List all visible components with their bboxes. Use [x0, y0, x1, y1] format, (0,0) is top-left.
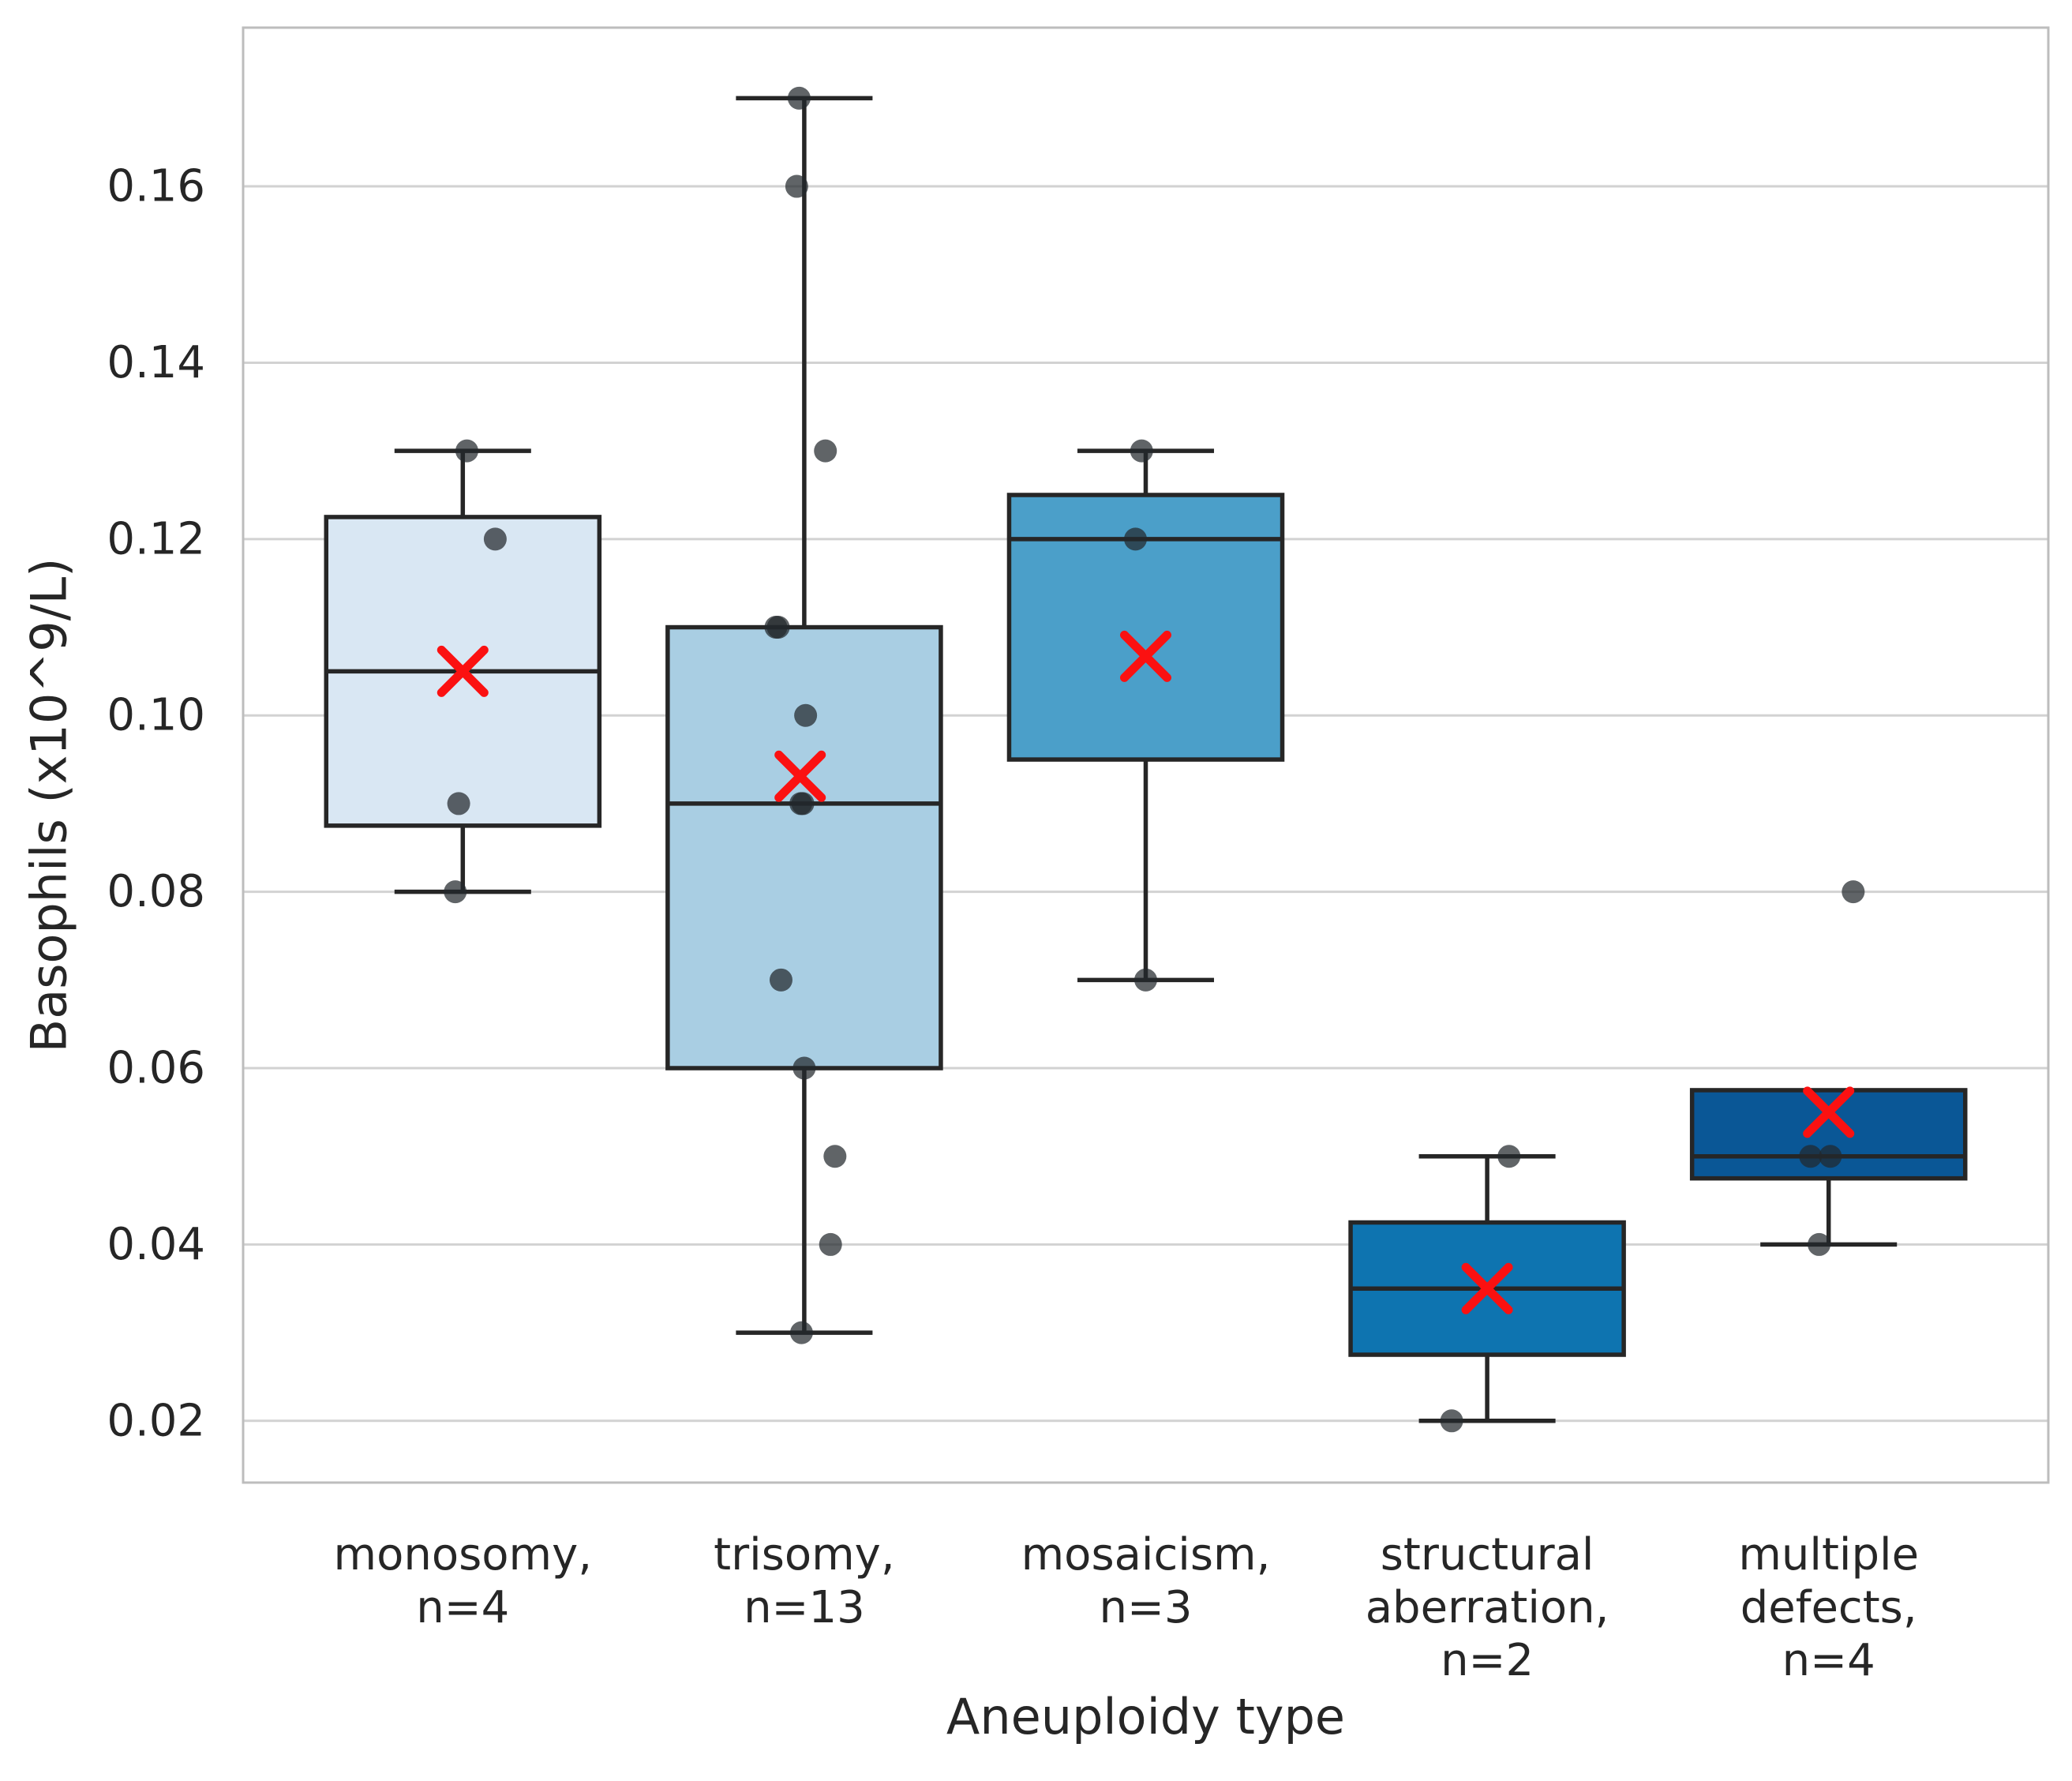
data-point-mosaicism	[1134, 968, 1157, 992]
y-tick-label: 0.08	[107, 866, 205, 917]
y-tick-label: 0.04	[107, 1219, 205, 1270]
x-tick-label-monosomy: monosomy, n=4	[334, 1529, 593, 1633]
data-point-trisomy	[794, 703, 818, 727]
y-axis-title: Basophils (x10^9/L)	[20, 557, 78, 1053]
data-point-trisomy	[819, 1232, 842, 1256]
x-tick-line: n=2	[1441, 1635, 1534, 1686]
data-point-multiple-defects	[1799, 1145, 1823, 1168]
mean-marker-trisomy	[774, 750, 826, 802]
y-tick-label: 0.14	[107, 337, 205, 388]
data-point-multiple-defects	[1842, 880, 1865, 904]
data-point-multiple-defects	[1819, 1145, 1842, 1168]
mean-marker-mosaicism	[1120, 630, 1171, 682]
x-tick-label-trisomy: trisomy, n=13	[714, 1529, 894, 1633]
y-tick-label: 0.12	[107, 513, 205, 564]
x-tick-line: n=3	[1099, 1582, 1192, 1633]
x-tick-label-multiple-defects: multiple defects, n=4	[1738, 1529, 1919, 1686]
data-point-trisomy	[766, 616, 790, 639]
data-point-trisomy	[814, 439, 837, 463]
x-tick-line: monosomy,	[334, 1529, 593, 1580]
x-tick-line: n=4	[416, 1582, 509, 1633]
x-axis-title: Aneuploidy type	[946, 1688, 1346, 1745]
data-point-monosomy	[455, 439, 478, 463]
x-tick-line: multiple	[1738, 1529, 1919, 1580]
mean-marker-monosomy	[437, 645, 489, 697]
x-tick-label-structural-aberration: structural aberration, n=2	[1366, 1529, 1609, 1686]
data-point-structural-aberration	[1440, 1409, 1463, 1433]
x-tick-line: mosaicism,	[1021, 1529, 1271, 1580]
y-tick-label: 0.10	[107, 690, 205, 741]
data-point-trisomy	[789, 1321, 813, 1344]
x-tick-line: n=13	[744, 1582, 865, 1633]
y-tick-label: 0.06	[107, 1043, 205, 1094]
x-tick-line: trisomy,	[714, 1529, 894, 1580]
data-point-trisomy	[823, 1145, 847, 1168]
data-point-trisomy	[785, 174, 808, 198]
box-trisomy	[665, 624, 943, 1070]
data-point-trisomy	[792, 1056, 816, 1080]
data-point-trisomy	[791, 792, 815, 816]
x-tick-line: defects,	[1740, 1582, 1917, 1633]
data-point-multiple-defects	[1808, 1232, 1831, 1256]
data-point-monosomy	[444, 880, 467, 904]
mean-marker-multiple-defects	[1803, 1086, 1855, 1138]
data-point-trisomy	[769, 968, 792, 992]
x-tick-line: n=4	[1782, 1635, 1875, 1686]
data-point-monosomy	[483, 527, 507, 551]
x-tick-line: aberration,	[1366, 1582, 1609, 1633]
y-tick-label: 0.02	[107, 1395, 205, 1446]
mean-marker-structural-aberration	[1461, 1262, 1513, 1314]
data-point-mosaicism	[1124, 527, 1148, 551]
y-tick-label: 0.16	[107, 161, 205, 212]
data-point-monosomy	[447, 792, 470, 816]
x-tick-line: structural	[1381, 1529, 1594, 1580]
data-point-structural-aberration	[1497, 1145, 1521, 1168]
x-tick-label-mosaicism: mosaicism, n=3	[1021, 1529, 1271, 1633]
plot-border	[242, 26, 2050, 1484]
data-point-trisomy	[787, 86, 811, 110]
data-point-mosaicism	[1130, 439, 1153, 463]
